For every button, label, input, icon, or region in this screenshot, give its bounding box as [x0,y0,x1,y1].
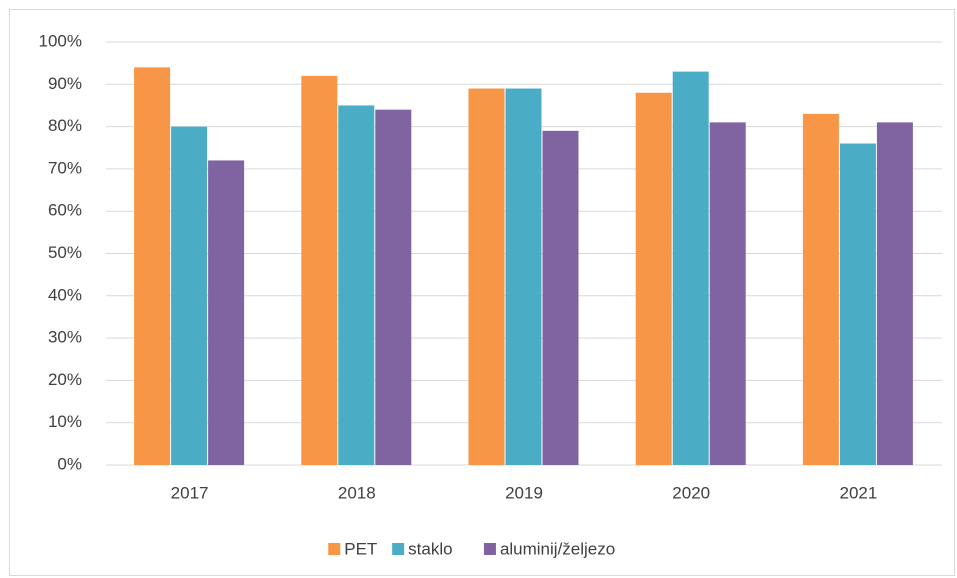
legend-swatch [483,543,496,555]
legend-label: aluminij/željezo [500,539,615,558]
y-tick-label: 40% [48,285,82,304]
bar [375,109,412,466]
x-tick-label: 2018 [338,483,376,502]
y-tick-label: 50% [48,243,82,262]
bar [876,122,913,466]
legend-swatch [328,543,341,555]
bar [635,92,672,465]
bar [505,88,542,465]
bar [542,130,579,465]
bar [802,113,839,465]
bar [839,143,876,465]
y-tick-label: 70% [48,158,82,177]
x-tick-label: 2020 [672,483,710,502]
bar [709,122,746,466]
y-tick-label: 90% [48,74,82,93]
y-tick-label: 80% [48,116,82,135]
y-tick-label: 20% [48,370,82,389]
x-tick-label: 2019 [505,483,543,502]
y-tick-label: 60% [48,201,82,220]
bar [338,105,375,465]
bar [171,126,208,465]
bar [301,75,338,465]
y-tick-label: 0% [57,454,82,473]
legend-label: PET [344,539,377,558]
x-tick-label: 2017 [171,483,209,502]
legend-label: staklo [408,539,452,558]
legend-swatch [392,543,405,555]
y-tick-label: 10% [48,412,82,431]
bar [468,88,505,465]
bar [134,67,171,465]
x-tick-label: 2021 [839,483,877,502]
bar [208,160,245,465]
bar [672,71,709,466]
y-tick-label: 100% [39,31,82,50]
y-tick-label: 30% [48,328,82,347]
